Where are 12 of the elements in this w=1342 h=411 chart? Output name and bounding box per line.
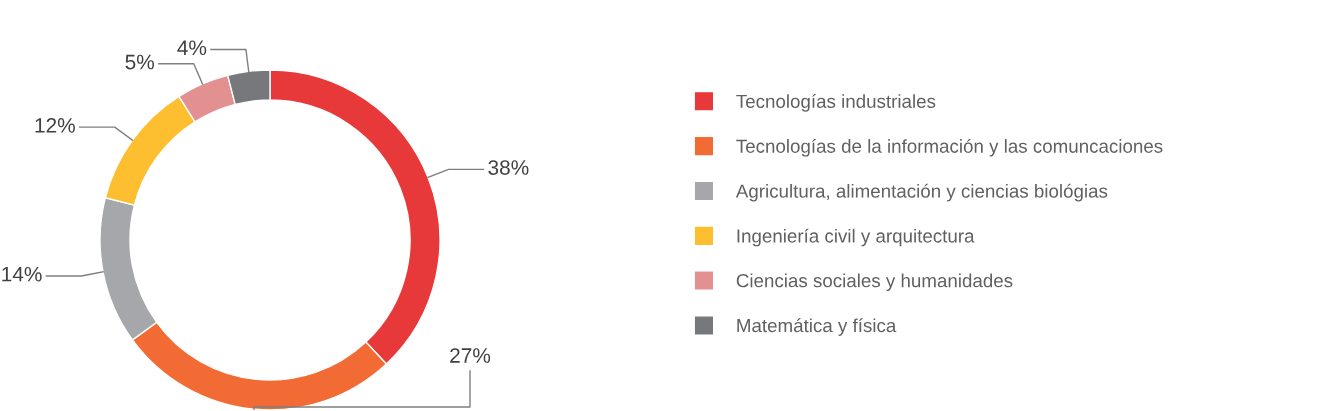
data-label: 4% xyxy=(177,40,207,56)
legend-label: Ciencias sociales y humanidades xyxy=(736,273,1013,292)
data-label: 14% xyxy=(2,266,42,282)
data-label: 12% xyxy=(35,117,75,133)
legend-label: Tecnologías de la información y las comuncaciones xyxy=(736,138,1163,157)
legend-label: Tecnologías industriales xyxy=(736,94,936,112)
legend-label: Matemática y física xyxy=(737,318,897,336)
legend-label: Agricultura, alimentación y ciencias biológias xyxy=(735,183,1108,202)
legend-label: Ingeniería civil y arquitectura xyxy=(737,228,975,247)
data-label: 38% xyxy=(488,160,529,175)
data-label: 5% xyxy=(125,54,155,70)
data-label: 27% xyxy=(450,348,491,363)
